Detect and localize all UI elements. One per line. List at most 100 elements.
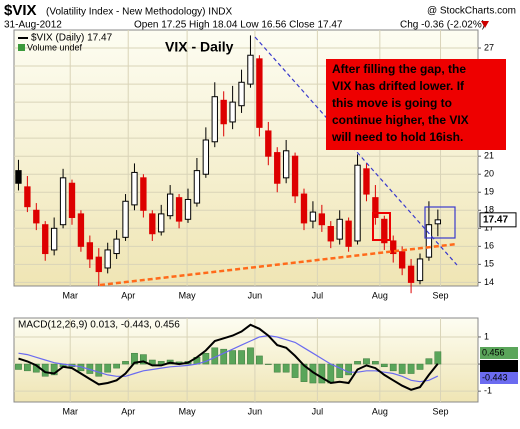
price-label: 17.47 bbox=[483, 214, 508, 225]
y-tick-label: 1 bbox=[484, 331, 489, 341]
x-tick-label: Aug bbox=[372, 290, 388, 300]
y-tick-label: 19 bbox=[484, 187, 494, 197]
candle-body bbox=[282, 150, 290, 179]
recent-box bbox=[424, 206, 456, 239]
candle-body bbox=[425, 224, 433, 258]
histogram-bar bbox=[318, 363, 326, 384]
candle-body bbox=[15, 170, 22, 184]
x-tick-label: Mar bbox=[62, 290, 78, 300]
histogram-bar bbox=[220, 348, 228, 365]
annotation-text: will need to hold 16ish. bbox=[331, 130, 463, 144]
candle-body bbox=[381, 218, 388, 244]
candle-body bbox=[390, 240, 397, 255]
histogram-bar bbox=[354, 361, 361, 365]
candle-body bbox=[202, 139, 210, 175]
histogram-bar bbox=[372, 361, 379, 365]
histogram-bar bbox=[238, 350, 245, 365]
x-tick-label: Jun bbox=[248, 290, 263, 300]
x-tick-label: Jul bbox=[312, 290, 324, 300]
support-line bbox=[99, 242, 458, 287]
candle-body bbox=[372, 197, 379, 218]
histogram-bar bbox=[291, 363, 299, 378]
histogram-bar bbox=[345, 363, 352, 376]
candle-body bbox=[336, 218, 343, 240]
candle-body bbox=[345, 220, 352, 247]
histogram-bar bbox=[122, 361, 129, 365]
candle-body bbox=[95, 256, 102, 273]
candle-body bbox=[238, 81, 245, 107]
histogram-bar bbox=[148, 359, 156, 365]
source: @ StockCharts.com bbox=[427, 6, 516, 17]
y-tick-label: 17 bbox=[484, 223, 494, 233]
x-tick-label: Jun bbox=[248, 406, 263, 416]
histogram-bar bbox=[256, 355, 263, 365]
value-label: 0.013 bbox=[482, 360, 505, 370]
x-tick-label: Jul bbox=[312, 406, 324, 416]
candle-body bbox=[131, 171, 138, 206]
candle-body bbox=[166, 193, 174, 217]
x-tick-label: May bbox=[179, 290, 197, 300]
candle-body bbox=[318, 213, 326, 226]
histogram-bar bbox=[247, 347, 254, 365]
y-tick-label: 14 bbox=[484, 277, 494, 287]
annotation-text: this move is going to bbox=[332, 96, 452, 110]
histogram-bar bbox=[95, 363, 103, 377]
candle-body bbox=[24, 186, 31, 208]
x-tick-label: Mar bbox=[62, 406, 78, 416]
histogram-bar bbox=[264, 363, 272, 365]
histogram-bar bbox=[113, 363, 120, 369]
candle-body bbox=[220, 99, 227, 125]
candle-body bbox=[42, 224, 49, 255]
candle-body bbox=[140, 177, 147, 211]
candle-body bbox=[50, 227, 58, 251]
symbol: $VIX bbox=[4, 2, 37, 19]
histogram-bar bbox=[273, 363, 281, 373]
candle-body bbox=[211, 96, 218, 143]
histogram-bar bbox=[398, 363, 406, 374]
annotation-text: continue higher, the VIX bbox=[332, 113, 469, 127]
candle-body bbox=[184, 198, 192, 220]
candle-body bbox=[291, 155, 299, 197]
candle-body bbox=[265, 130, 272, 157]
macd-line bbox=[18, 323, 439, 391]
candle-body bbox=[274, 152, 281, 184]
candle-body bbox=[354, 164, 361, 242]
y-tick-label: 18 bbox=[484, 205, 494, 215]
resistance-line bbox=[254, 36, 458, 266]
histogram-bar bbox=[157, 361, 165, 365]
histogram-bar bbox=[15, 363, 22, 370]
gap-box bbox=[372, 212, 391, 241]
candle-body bbox=[300, 193, 308, 224]
value-box bbox=[480, 347, 518, 359]
annotation-box bbox=[326, 59, 506, 150]
symbol-name: (Volatility Index - New Methodology) IND… bbox=[46, 7, 233, 18]
legend-swatch bbox=[18, 44, 25, 51]
histogram-bar bbox=[336, 363, 344, 378]
down-arrow bbox=[481, 21, 489, 28]
value-label: -0.443 bbox=[482, 372, 508, 382]
histogram-bar bbox=[425, 358, 433, 365]
candle-body bbox=[256, 58, 263, 128]
candle-body bbox=[193, 170, 201, 204]
candle-body bbox=[33, 209, 40, 224]
y-tick-label: -1 bbox=[484, 386, 492, 396]
quote: Open 17.25 High 18.04 Low 16.56 Close 17… bbox=[134, 20, 343, 31]
x-tick-label: Apr bbox=[121, 290, 135, 300]
histogram-bar bbox=[416, 363, 424, 370]
candle-body bbox=[327, 226, 334, 242]
y-tick-label: 16 bbox=[484, 241, 494, 251]
histogram-bar bbox=[327, 363, 335, 384]
value-box bbox=[480, 360, 518, 372]
candle-body bbox=[175, 197, 183, 222]
change: Chg -0.36 (-2.02%) bbox=[400, 20, 485, 31]
date: 31-Aug-2012 bbox=[4, 20, 62, 31]
histogram-bar bbox=[380, 363, 388, 368]
x-tick-label: Aug bbox=[372, 406, 388, 416]
candle-body bbox=[149, 213, 156, 235]
candle-body bbox=[229, 101, 236, 123]
candle-body bbox=[59, 177, 67, 226]
histogram-bar bbox=[363, 358, 370, 365]
candle-body bbox=[122, 200, 129, 238]
candle-body bbox=[398, 251, 406, 269]
legend-label: MACD(12,26,9) 0.013, -0.443, 0.456 bbox=[18, 320, 180, 331]
